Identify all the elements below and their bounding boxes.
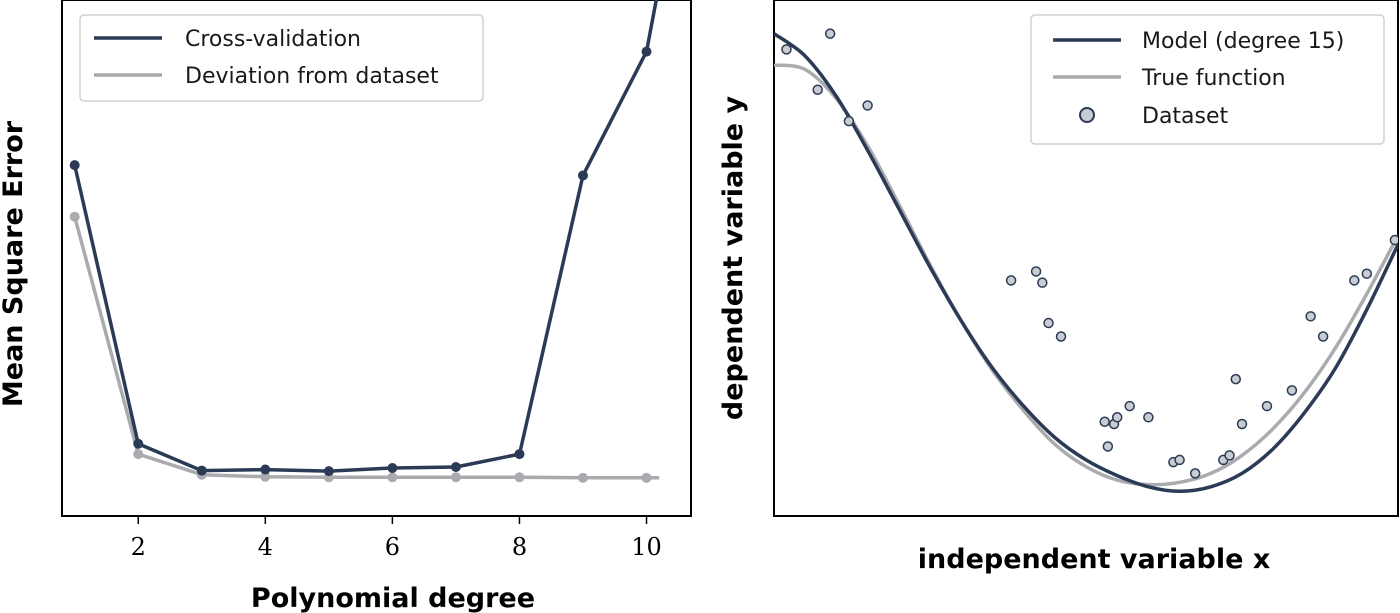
dataset-point (1361, 268, 1373, 279)
legend-label-cross-validation: Cross-validation (185, 27, 361, 52)
legend-label-dataset: Dataset (1142, 104, 1229, 129)
x-tick-label: 4 (258, 533, 273, 561)
data-point (323, 466, 334, 477)
legend-label-model: Model (degree 15) (1142, 29, 1344, 54)
left-legend-box (79, 14, 484, 102)
dataset-point (862, 100, 873, 111)
x-tick-label: 6 (385, 533, 400, 561)
left-legend: Cross-validation Deviation from dataset (79, 14, 484, 102)
left-x-ticks: 2 4 6 8 10 (131, 516, 662, 561)
right-legend-box (1030, 14, 1385, 145)
data-point (133, 438, 144, 449)
data-point (450, 461, 461, 472)
dataset-point (1189, 468, 1201, 479)
dataset-point (1305, 311, 1316, 322)
dataset-point (1037, 277, 1048, 288)
dataset-point (1349, 275, 1360, 286)
dataset-point (1389, 234, 1398, 246)
dataset-point (1099, 416, 1110, 428)
dataset-point (812, 84, 823, 95)
true-function-curve (774, 63, 1398, 487)
dataset-point (1111, 412, 1123, 423)
right-legend: Model (degree 15) True function Dataset (1030, 14, 1385, 145)
data-point (260, 464, 271, 475)
data-point (69, 211, 80, 222)
dataset-point (1005, 275, 1017, 286)
data-point (641, 472, 652, 483)
dataset-point (1143, 412, 1154, 423)
left-x-axis-title: Polynomial degree (251, 583, 535, 613)
dataset-point (824, 28, 836, 39)
dataset-point (1317, 331, 1329, 342)
series-line-deviation (73, 216, 660, 480)
x-tick-label: 10 (631, 533, 662, 561)
dataset-point (1286, 385, 1298, 396)
data-point (641, 46, 652, 57)
left-plot-frame (61, 0, 692, 517)
data-point (196, 465, 207, 476)
data-point (577, 472, 588, 483)
dataset-point (1230, 373, 1242, 385)
data-point (450, 472, 461, 483)
dataset-point (1236, 418, 1248, 430)
data-point (514, 472, 525, 483)
data-point (577, 170, 588, 181)
polynomial-fit-chart: independent variable x dependent variabl… (718, 0, 1399, 575)
dataset-point (1030, 266, 1042, 277)
legend-swatch-dataset (1079, 107, 1095, 123)
dataset-point (1043, 317, 1054, 329)
left-y-axis-title: Mean Square Error (0, 120, 29, 407)
dataset-point (1124, 400, 1135, 412)
left-plot-marks (69, 0, 660, 483)
x-tick-label: 2 (131, 533, 146, 561)
dataset-point (1174, 454, 1185, 466)
dataset-point (843, 115, 855, 127)
data-point (387, 472, 398, 483)
data-point (69, 160, 80, 171)
data-point (387, 463, 398, 474)
dataset-point (1055, 331, 1067, 342)
data-point (514, 449, 525, 460)
right-y-axis-title: dependent variable y (718, 96, 749, 421)
cv-error-chart: 2 4 6 8 10 Polynomial degree Mean Square Err… (0, 0, 692, 613)
dataset-point (1102, 441, 1114, 452)
legend-label-true-function: True function (1141, 66, 1286, 91)
data-point (133, 449, 144, 460)
model-curve (774, 32, 1398, 494)
dataset-point (781, 44, 792, 55)
right-plot-frame (773, 0, 1399, 517)
right-plot-marks (774, 28, 1398, 494)
dataset-point (1224, 450, 1235, 461)
x-tick-label: 8 (512, 533, 527, 561)
legend-label-deviation: Deviation from dataset (185, 64, 439, 89)
right-x-axis-title: independent variable x (918, 544, 1270, 575)
dataset-point (1261, 400, 1273, 412)
data-point (260, 471, 271, 482)
